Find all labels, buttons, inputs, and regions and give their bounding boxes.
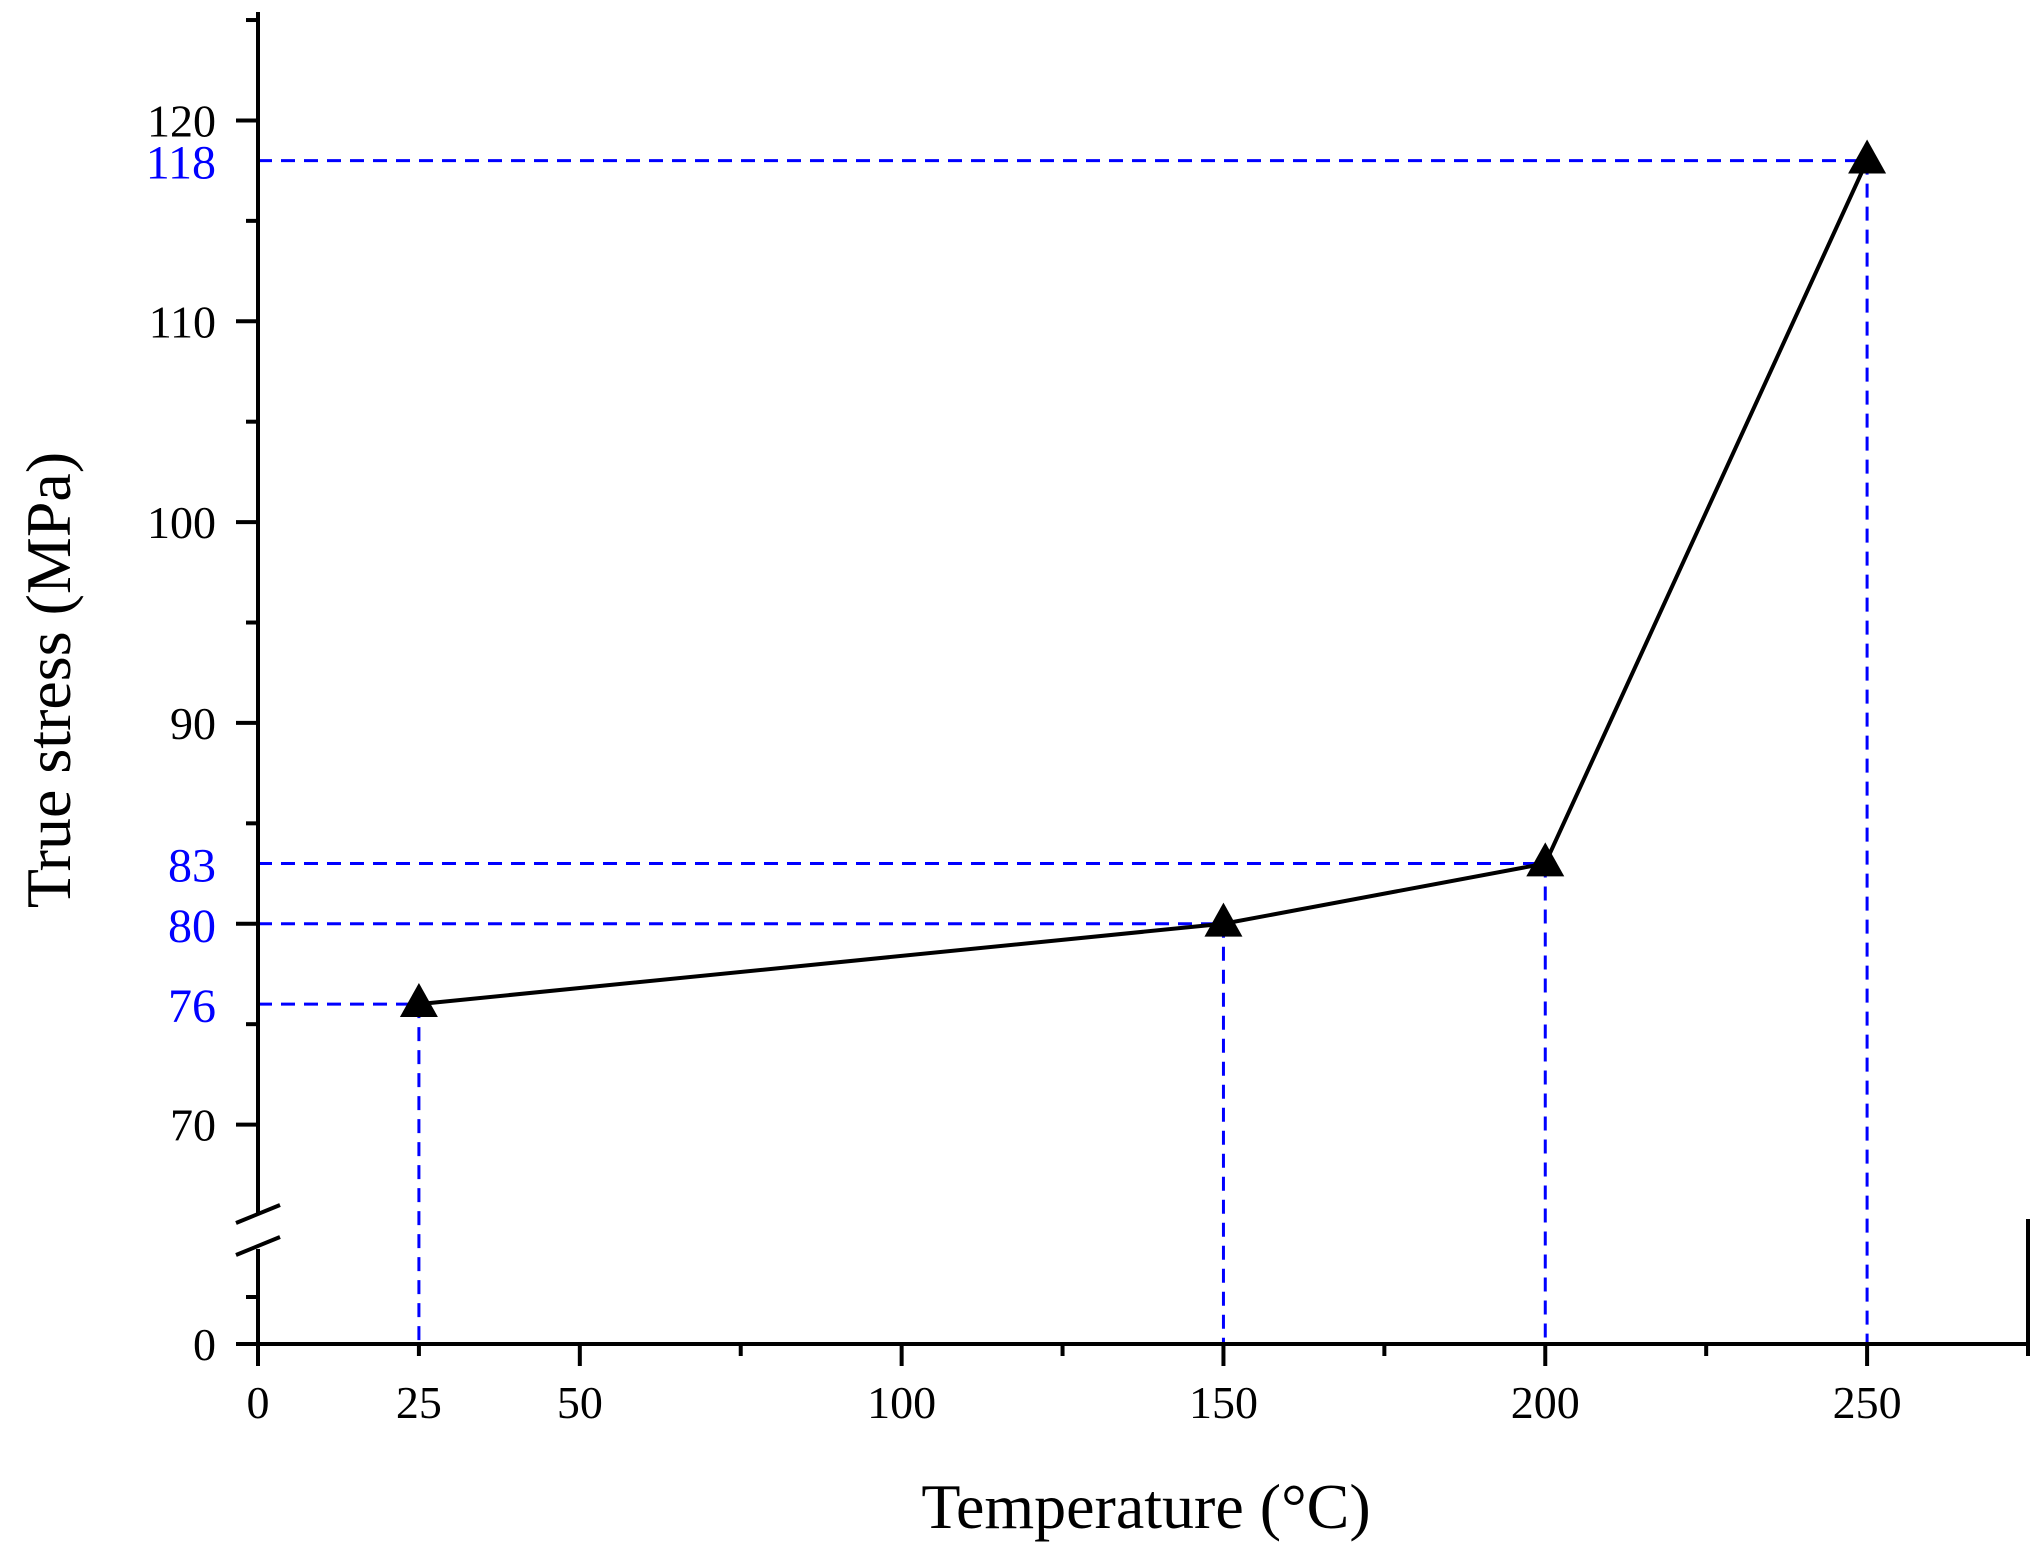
x-tick-label: 50 xyxy=(557,1377,603,1428)
x-tick-label: 150 xyxy=(1189,1377,1258,1428)
y-tick-label: 0 xyxy=(193,1319,216,1370)
data-point-triangle xyxy=(1526,842,1565,877)
data-point-triangle xyxy=(1204,902,1243,937)
data-point-triangle xyxy=(399,983,438,1018)
x-tick-label: 100 xyxy=(867,1377,936,1428)
guide-lines xyxy=(258,159,1869,1344)
axes xyxy=(235,12,2030,1366)
series-line xyxy=(399,139,1887,1018)
x-axis-title: Temperature (°C) xyxy=(921,1471,1370,1542)
y-axis-title: True stress (MPa) xyxy=(13,452,84,908)
axis-break-mark xyxy=(235,1203,281,1225)
y-annotation-label: 80 xyxy=(168,900,216,953)
data-point-triangle xyxy=(1848,139,1887,174)
y-annotation-label: 76 xyxy=(168,980,216,1033)
x-tick-label: 25 xyxy=(396,1377,442,1428)
y-tick-label: 100 xyxy=(147,497,216,548)
y-tick-label: 110 xyxy=(149,296,216,347)
y-tick-label: 90 xyxy=(170,698,216,749)
x-tick-label: 250 xyxy=(1833,1377,1902,1428)
y-tick-label: 70 xyxy=(170,1100,216,1151)
x-tick-label: 200 xyxy=(1511,1377,1580,1428)
y-tick-label: 120 xyxy=(147,95,216,146)
y-annotation-label: 118 xyxy=(146,137,216,190)
x-tick-label: 0 xyxy=(247,1377,270,1428)
y-annotation-label: 83 xyxy=(168,840,216,893)
axis-break-mark xyxy=(235,1235,281,1257)
series-polyline xyxy=(418,159,1869,1007)
